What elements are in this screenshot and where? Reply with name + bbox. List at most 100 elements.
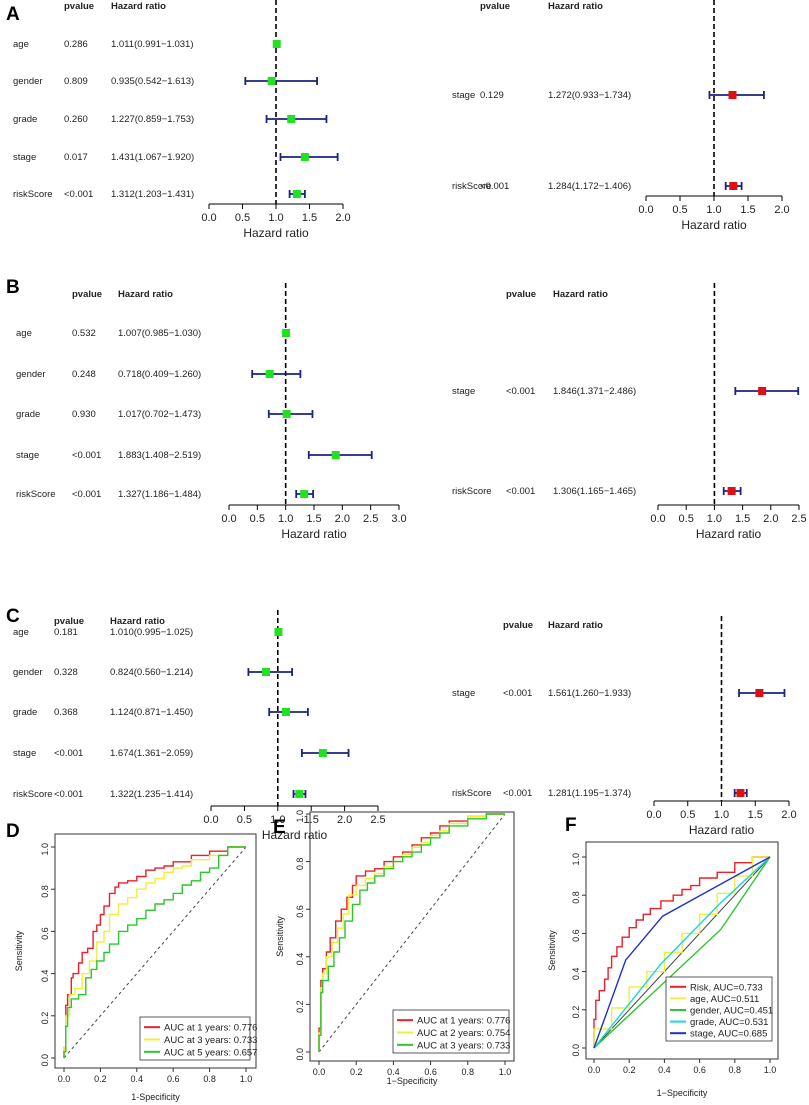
x-axis-title: 1−Specificity xyxy=(657,1088,708,1098)
x-tick-label: 0.0 xyxy=(203,814,218,826)
x-tick-label: 0.2 xyxy=(350,1067,363,1077)
x-tick-label: 3.0 xyxy=(391,513,406,525)
x-tick-label: 0.4 xyxy=(387,1067,400,1077)
x-tick-label: 0.4 xyxy=(131,1074,144,1084)
legend-label: stage, AUC=0.685 xyxy=(690,1029,767,1040)
panel-label: C xyxy=(6,606,20,627)
hazard-ratio-header: Hazard ratio xyxy=(111,1,166,12)
pvalue-header: pvalue xyxy=(506,289,536,300)
hazard-ratio-text: 1.883(1.408−2.519) xyxy=(118,450,201,461)
legend-label: AUC at 5 years: 0.657 xyxy=(164,1047,257,1058)
roc-curve-1 xyxy=(318,813,505,1052)
hazard-ratio-text: 1.007(0.985−1.030) xyxy=(118,328,201,339)
x-axis-title: Hazard ratio xyxy=(689,823,755,837)
variable-name: stage xyxy=(16,450,39,461)
pvalue-text: 0.129 xyxy=(480,90,504,101)
variable-name: riskScore xyxy=(452,486,492,497)
variable-name: stage xyxy=(13,152,36,163)
pvalue-text: 0.532 xyxy=(72,328,96,339)
legend-label: AUC at 1 years: 0.776 xyxy=(417,1016,510,1027)
x-tick-label: 1.5 xyxy=(748,809,763,821)
y-tick-label: 0.8 xyxy=(571,891,581,904)
x-tick-label: 2.0 xyxy=(781,809,796,821)
x-tick-label: 2.5 xyxy=(363,513,378,525)
x-tick-label: 0.0 xyxy=(646,809,661,821)
pvalue-text: 0.260 xyxy=(64,114,88,125)
x-tick-label: 0.0 xyxy=(638,204,653,216)
x-tick-label: 2.0 xyxy=(337,814,352,826)
x-tick-label: 1.0 xyxy=(240,1074,253,1084)
y-tick-label: 0.0 xyxy=(295,1048,305,1061)
x-tick-label: 1.0 xyxy=(278,513,293,525)
variable-name: riskScore xyxy=(452,788,492,799)
panel-label: F xyxy=(565,815,577,836)
x-axis-title: Hazard ratio xyxy=(281,527,347,541)
pvalue-text: 0.368 xyxy=(54,707,78,718)
roc-curve-2 xyxy=(63,846,246,1058)
x-tick-label: 0.0 xyxy=(58,1074,71,1084)
roc-curve-4 xyxy=(593,856,771,1049)
forest-plot-b-multi: pvalue Hazard ratio stage <0.001 1.846(1.371… xyxy=(452,283,807,541)
y-tick-label: 0.8 xyxy=(295,858,305,871)
x-tick-label: 0.6 xyxy=(693,1065,706,1075)
legend-label: AUC at 2 years: 0.754 xyxy=(417,1028,510,1039)
hazard-ratio-text: 1.284(1.172−1.406) xyxy=(548,181,631,192)
x-tick-label: 1.0 xyxy=(707,513,722,525)
variable-name: grade xyxy=(13,114,37,125)
hazard-ratio-text: 0.718(0.409−1.260) xyxy=(118,369,201,380)
legend-label: Risk, AUC=0.733 xyxy=(690,982,763,993)
hr-marker xyxy=(300,153,309,161)
x-tick-label: 0.0 xyxy=(221,513,236,525)
pvalue-header: pvalue xyxy=(480,1,510,12)
variable-name: grade xyxy=(16,409,40,420)
x-tick-label: 2.5 xyxy=(791,513,806,525)
hr-marker xyxy=(282,329,291,337)
pvalue-header: pvalue xyxy=(54,616,84,627)
y-tick-label: 0.0 xyxy=(571,1044,581,1057)
hazard-ratio-text: 1.431(1.067−1.920) xyxy=(111,152,194,163)
pvalue-header: pvalue xyxy=(64,1,94,12)
x-tick-label: 0.8 xyxy=(462,1067,475,1077)
pvalue-text: <0.001 xyxy=(72,450,101,461)
variable-name: grade xyxy=(13,707,37,718)
variable-name: gender xyxy=(13,667,43,678)
hr-marker xyxy=(265,370,274,378)
hazard-ratio-text: 1.010(0.995−1.025) xyxy=(110,627,193,638)
pvalue-text: <0.001 xyxy=(64,189,93,200)
hazard-ratio-text: 1.327(1.186−1.484) xyxy=(118,489,201,500)
hazard-ratio-header: Hazard ratio xyxy=(548,620,603,631)
x-tick-label: 2.5 xyxy=(370,814,385,826)
roc-panel-d: D 0.0 0.0 0.2 0.2 0.4 0.4 0.6 0.6 0.8 0.8 1.0 1.0 AUC… xyxy=(6,821,257,1102)
x-tick-label: 0.2 xyxy=(94,1074,107,1084)
pvalue-text: 0.181 xyxy=(54,627,78,638)
pvalue-text: <0.001 xyxy=(54,748,83,759)
hazard-ratio-text: 0.824(0.560−1.214) xyxy=(110,667,193,678)
x-tick-label: 0.5 xyxy=(679,513,694,525)
hazard-ratio-header: Hazard ratio xyxy=(548,1,603,12)
plot-frame xyxy=(54,833,257,1069)
pvalue-text: <0.001 xyxy=(503,788,532,799)
x-tick-label: 0.0 xyxy=(313,1067,326,1077)
x-tick-label: 0.2 xyxy=(623,1065,636,1075)
chance-diagonal xyxy=(63,846,247,1059)
hr-marker xyxy=(729,182,738,190)
y-tick-label: 0.2 xyxy=(571,1006,581,1019)
x-tick-label: 1.0 xyxy=(714,809,729,821)
x-tick-label: 1.0 xyxy=(499,1067,512,1077)
x-tick-label: 2.0 xyxy=(335,513,350,525)
hazard-ratio-text: 1.561(1.260−1.933) xyxy=(548,688,631,699)
hr-marker xyxy=(274,628,283,636)
variable-name: age xyxy=(13,39,29,50)
x-tick-label: 1.5 xyxy=(302,212,317,224)
hazard-ratio-text: 1.227(0.859−1.753) xyxy=(111,114,194,125)
y-tick-label: 0.4 xyxy=(295,953,305,966)
hr-marker xyxy=(262,668,271,676)
pvalue-header: pvalue xyxy=(503,620,533,631)
y-tick-label: 1.0 xyxy=(295,810,305,823)
x-tick-label: 0.0 xyxy=(650,513,665,525)
x-tick-label: 0.5 xyxy=(250,513,265,525)
legend-label: age, AUC=0.511 xyxy=(690,994,759,1005)
x-tick-label: 0.6 xyxy=(424,1067,437,1077)
pvalue-text: <0.001 xyxy=(506,386,535,397)
